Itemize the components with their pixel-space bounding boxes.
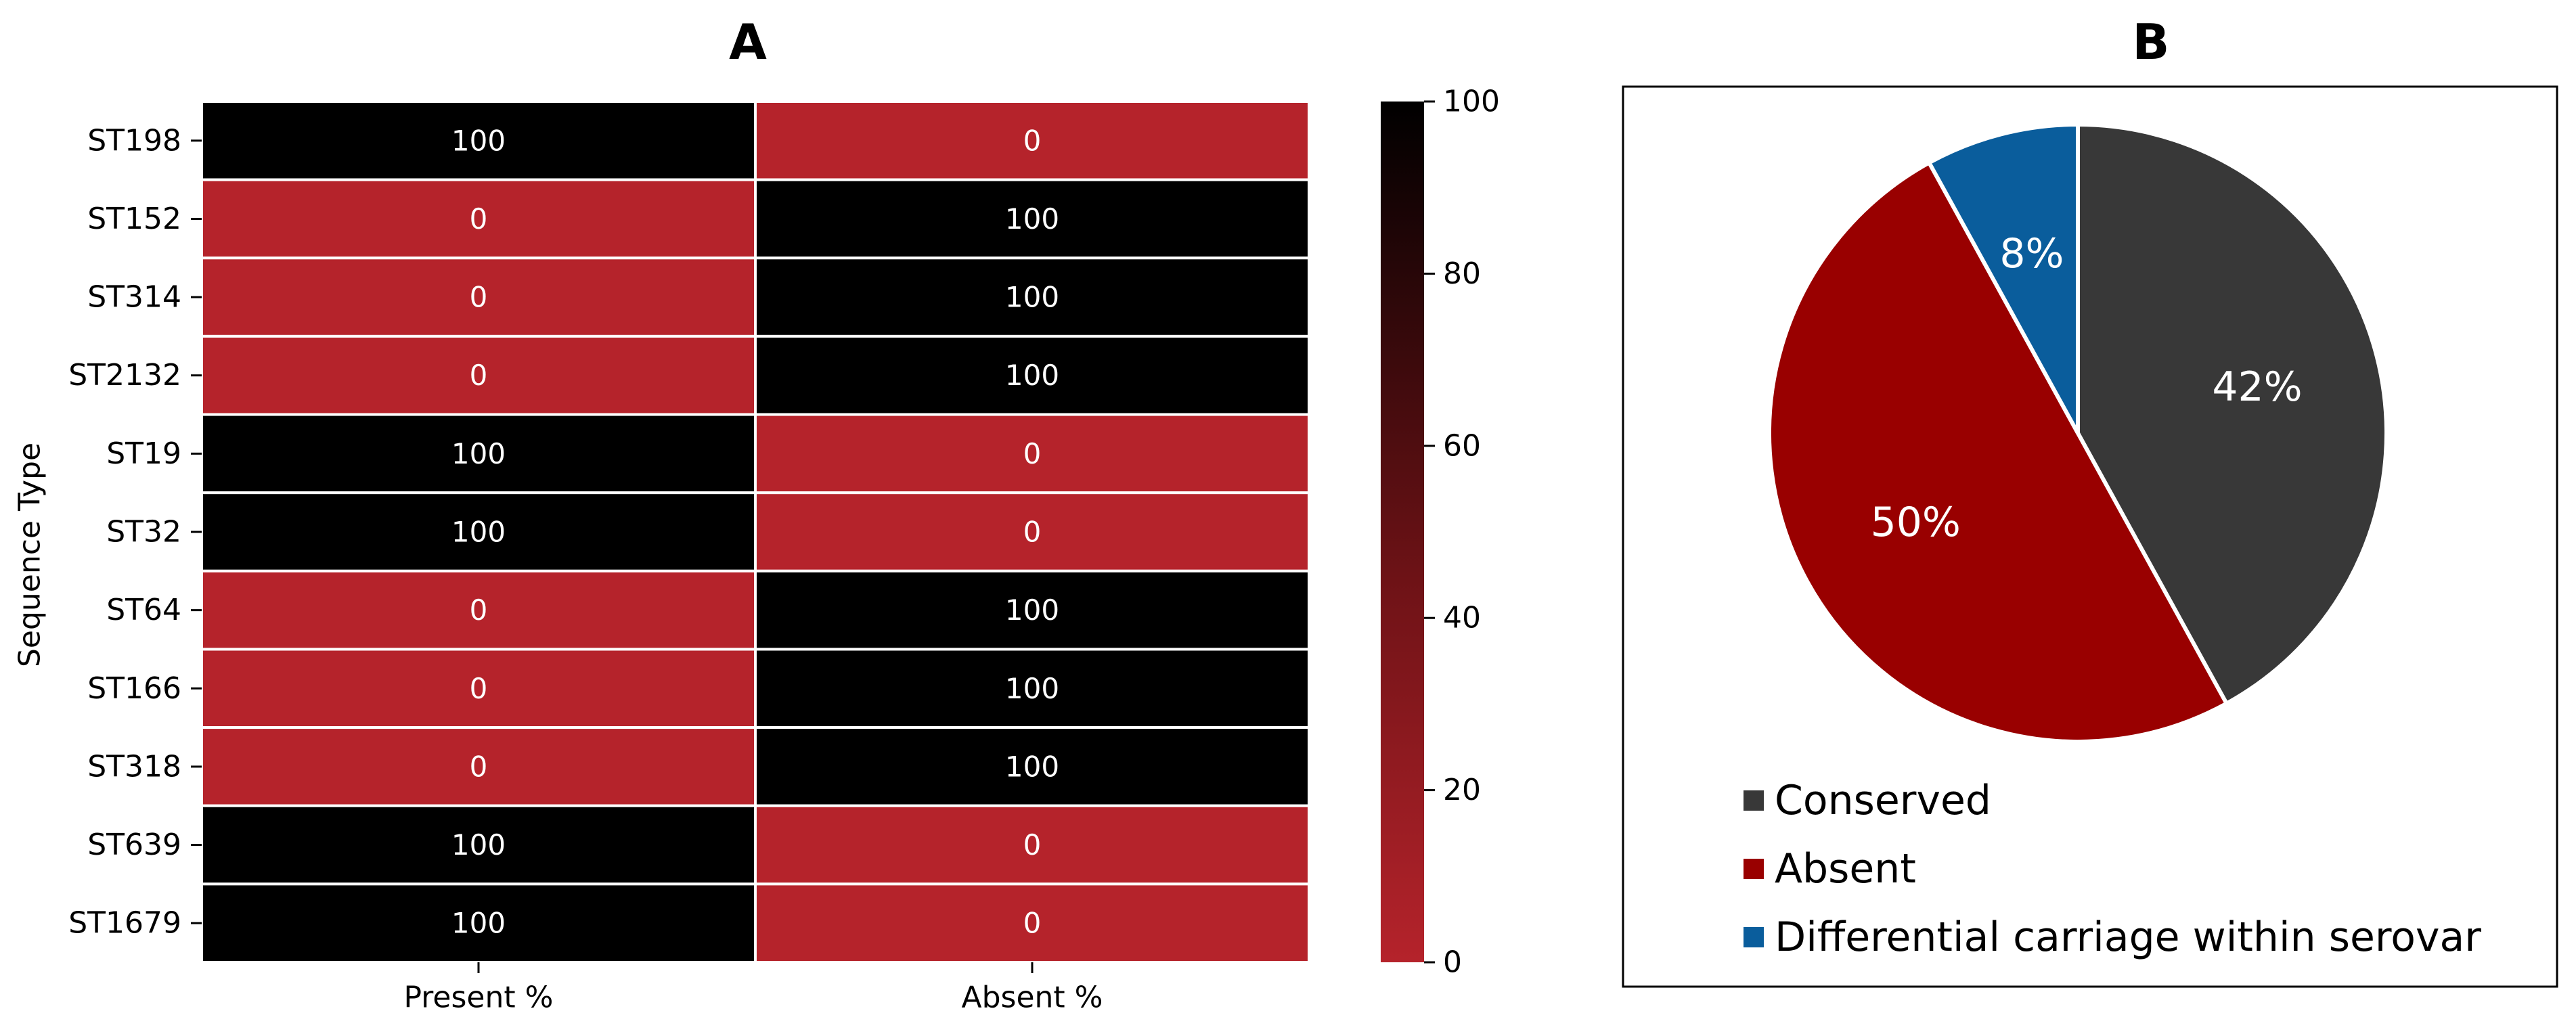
heatmap-cell-value: 100: [1005, 281, 1059, 314]
heatmap-row-label: ST1679: [68, 906, 181, 941]
heatmap-cell-value: 0: [470, 672, 488, 705]
heatmap-cell: [754, 334, 1310, 416]
heatmap-cell: [754, 648, 1310, 729]
legend-swatch: [1744, 927, 1764, 947]
heatmap-cell: [754, 726, 1310, 807]
heatmap-cell-value: 0: [1023, 516, 1042, 549]
pie-slice-label: 8%: [1999, 230, 2064, 277]
heatmap-cell: [754, 413, 1310, 495]
heatmap-column-labels: Present % Absent %: [404, 962, 1103, 1015]
heatmap-cell: [754, 256, 1310, 338]
heatmap-cell: [754, 491, 1310, 572]
colorbar-tick-label: 80: [1443, 256, 1481, 291]
heatmap-cell-value: 100: [451, 516, 506, 549]
heatmap-cell-value: 100: [451, 907, 506, 940]
colorbar-tick-label: 100: [1443, 85, 1500, 119]
heatmap-row-label: ST198: [87, 123, 181, 158]
heatmap-row-label: ST152: [87, 202, 181, 236]
heatmap-cell-value: 0: [470, 750, 488, 783]
heatmap-row-label: ST166: [87, 671, 181, 706]
pie-legend: Conserved Absent Differential carriage wit…: [1744, 777, 2481, 961]
colorbar: [1381, 102, 1424, 962]
colorbar-tick-label: 20: [1443, 773, 1481, 807]
heatmap-cell-value: 100: [451, 437, 506, 470]
heatmap-cell-value: 100: [451, 828, 506, 861]
heatmap-cell-value: 0: [470, 593, 488, 627]
heatmap-y-axis-label: Sequence Type: [13, 443, 47, 667]
heatmap-column-label: Absent %: [962, 981, 1103, 1015]
heatmap-cell-value: 100: [451, 124, 506, 157]
heatmap-row-label: ST318: [87, 749, 181, 784]
heatmap-cell: [200, 100, 757, 181]
heatmap-cell-value: 0: [470, 202, 488, 235]
colorbar-ticks: 0 20 40 60 80 100: [1424, 85, 1500, 980]
heatmap-cell: [754, 100, 1310, 181]
heatmap-cell-value: 0: [1023, 124, 1042, 157]
heatmap-cell: [754, 569, 1310, 651]
legend-label: Absent: [1775, 845, 1916, 893]
heatmap-cell-value: 100: [1005, 202, 1059, 235]
pie-title: B: [2133, 14, 2170, 70]
heatmap-title: A: [729, 14, 767, 70]
heatmap-cell-value: 100: [1005, 672, 1059, 705]
heatmap-cell-value: 0: [1023, 828, 1042, 861]
heatmap-cell: [754, 178, 1310, 260]
heatmap-cell-value: 0: [470, 281, 488, 314]
heatmap-cell-value: 0: [470, 359, 488, 392]
heatmap-cell-value: 100: [1005, 359, 1059, 392]
heatmap-row-label: ST32: [106, 515, 181, 549]
heatmap-cell-value: 100: [1005, 750, 1059, 783]
legend-swatch: [1744, 859, 1764, 879]
heatmap-cell: [754, 882, 1310, 964]
heatmap-cell: [200, 882, 757, 964]
colorbar-tick-label: 60: [1443, 428, 1481, 463]
heatmap-cell: [754, 804, 1310, 886]
heatmap-row-labels: ST198 ST152 ST314 ST2132 ST19 ST32 ST64 ST166 ST…: [68, 123, 202, 941]
colorbar-tick-label: 40: [1443, 601, 1481, 635]
pie-slices: [1767, 122, 2389, 744]
pie-slice-label: 50%: [1871, 499, 1961, 546]
pie-slice: [2076, 122, 2389, 706]
heatmap-cell-value: 100: [1005, 593, 1059, 627]
heatmap-row-label: ST639: [87, 828, 181, 862]
colorbar-tick-label: 0: [1443, 945, 1462, 980]
pie-slice: [1927, 122, 2080, 435]
pie-slice-labels: 42% 50% 8%: [1871, 230, 2303, 546]
heatmap-row-label: ST2132: [68, 358, 181, 392]
heatmap-row-label: ST19: [106, 436, 181, 471]
pie-frame: [1622, 85, 2558, 988]
heatmap-cell: [200, 804, 757, 886]
heatmap-cell-value: 0: [1023, 907, 1042, 940]
heatmap-row-label: ST314: [87, 280, 181, 315]
legend-label: Differential carriage within serovar: [1775, 914, 2481, 961]
heatmap-cell: [200, 178, 757, 260]
pie-slice: [1767, 160, 2229, 744]
heatmap-cells: 100 0 0 100 0 100 0 100 100 0 100 0 0 100 0 100 0 100 100 0…: [200, 100, 1310, 964]
heatmap-row-label: ST64: [106, 593, 181, 627]
pie-slice-label: 42%: [2212, 363, 2302, 411]
heatmap-cell-value: 0: [1023, 437, 1042, 470]
pie-panel: B 42% 50% 8% Conserved Absent Differential c…: [1622, 14, 2558, 988]
heatmap-column-label: Present %: [404, 981, 554, 1015]
legend-swatch: [1744, 790, 1764, 811]
legend-label: Conserved: [1775, 777, 1991, 824]
